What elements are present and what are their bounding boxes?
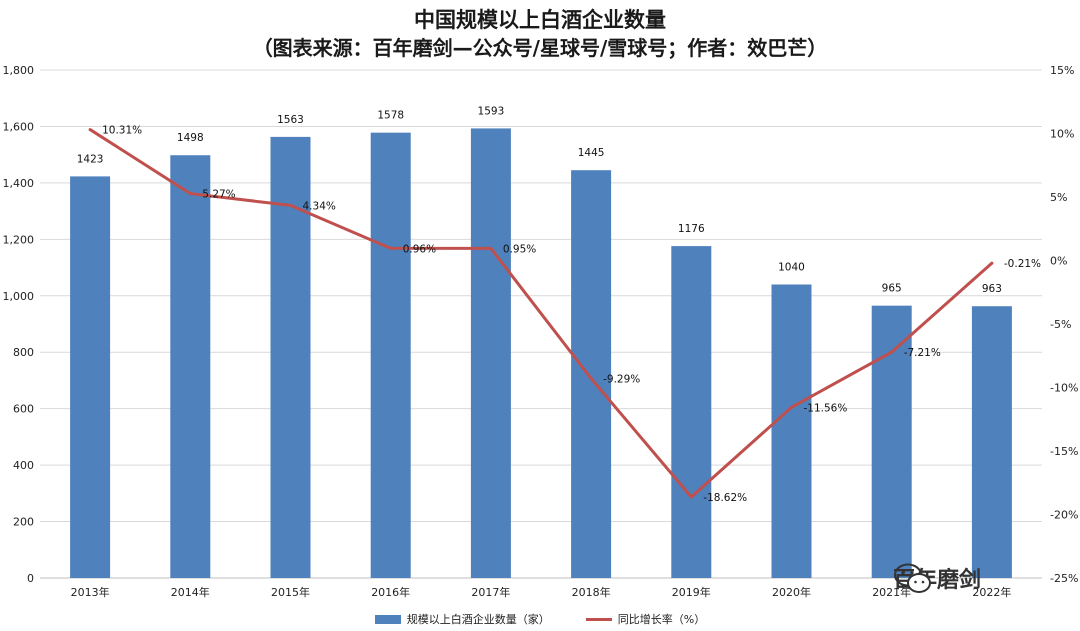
y-left-tick-label: 1,000: [3, 290, 35, 303]
x-tick-label: 2013年: [71, 585, 110, 599]
growth-point: [289, 203, 292, 207]
chart-title: 中国规模以上白酒企业数量: [414, 8, 666, 32]
growth-data-label: -11.56%: [804, 402, 848, 414]
x-tick-label: 2021年: [872, 585, 911, 599]
y-left-tick-label: 1,800: [3, 64, 35, 77]
y-left-tick-label: 1,400: [3, 177, 35, 190]
growth-line: [89, 128, 993, 499]
legend-item-bars: 规模以上白酒企业数量（家）: [374, 611, 550, 627]
growth-point: [689, 495, 693, 499]
y-right-tick-label: 15%: [1050, 64, 1074, 77]
wechat-icon: [894, 563, 931, 593]
x-tick-label: 2015年: [271, 585, 310, 599]
bar-data-label: 1445: [578, 147, 605, 159]
bar: [971, 306, 1012, 578]
growth-point: [188, 192, 192, 196]
x-tick-label: 2020年: [772, 585, 811, 599]
x-tick-label: 2022年: [972, 585, 1011, 599]
bar: [571, 170, 612, 578]
y-left-tick-label: 1,600: [3, 120, 35, 133]
bar-data-label: 1423: [77, 153, 104, 165]
x-tick-label: 2014年: [171, 585, 210, 599]
y-left-tick-label: 800: [13, 346, 34, 359]
y-left-tick-label: 200: [13, 516, 34, 529]
growth-data-label: -18.62%: [703, 492, 747, 504]
bar: [70, 176, 111, 579]
growth-data-label: 4.34%: [303, 200, 336, 212]
watermark: 百年磨剑: [893, 562, 981, 594]
legend-label-bars: 规模以上白酒企业数量（家）: [406, 613, 550, 626]
bar: [470, 128, 511, 579]
growth-data-label: 5.27%: [202, 189, 235, 201]
y-right-tick-label: 10%: [1050, 128, 1074, 141]
bar-data-label: 1176: [678, 223, 705, 235]
growth-point: [589, 376, 593, 380]
legend-item-line: 同比增长率（%）: [585, 611, 706, 627]
growth-point: [88, 128, 92, 132]
bar-data-label: 1563: [277, 114, 304, 126]
growth-data-label: 0.95%: [503, 243, 536, 255]
growth-data-label: 10.31%: [102, 125, 142, 137]
bar-data-label: 1593: [478, 105, 505, 117]
bar-data-label: 1040: [778, 261, 805, 273]
y-right-tick-label: -10%: [1050, 382, 1078, 395]
bar: [771, 284, 812, 578]
y-right-tick-label: 0%: [1050, 255, 1067, 268]
y-left-tick-label: 600: [13, 403, 34, 416]
y-left-tick-label: 0: [27, 572, 34, 585]
legend: 规模以上白酒企业数量（家） 同比增长率（%）: [0, 611, 1080, 627]
growth-point: [389, 246, 393, 250]
bar-data-label: 963: [982, 283, 1002, 295]
y-right-tick-label: -25%: [1050, 572, 1078, 585]
chart-subtitle: （图表来源：百年磨剑—公众号/星球号/雪球号；作者：效巴芒）: [252, 36, 828, 60]
x-tick-label: 2019年: [672, 585, 711, 599]
legend-label-line: 同比增长率（%）: [617, 613, 706, 626]
x-tick-label: 2017年: [471, 585, 510, 599]
growth-data-label: 0.96%: [403, 243, 436, 255]
x-tick-label: 2018年: [572, 585, 611, 599]
legend-swatch-bars: [374, 614, 401, 624]
legend-swatch-line: [585, 617, 612, 621]
y-left-tick-label: 400: [13, 459, 34, 472]
growth-data-label: -7.21%: [904, 347, 941, 359]
bar-data-label: 1498: [177, 132, 204, 144]
y-right-tick-label: -20%: [1050, 509, 1078, 522]
y-right-tick-label: 5%: [1050, 191, 1067, 204]
x-tick-label: 2016年: [371, 585, 410, 599]
y-left-tick-label: 1,200: [3, 233, 35, 246]
growth-point: [790, 405, 793, 409]
growth-data-label: -9.29%: [603, 373, 640, 385]
bar: [170, 155, 211, 578]
growth-point: [990, 261, 994, 265]
bar-data-label: 1578: [377, 110, 404, 122]
growth-point: [489, 246, 493, 250]
growth-data-label: -0.21%: [1004, 258, 1041, 270]
bar-data-label: 965: [882, 283, 902, 295]
growth-point: [890, 350, 894, 354]
y-right-tick-label: -5%: [1050, 318, 1071, 331]
y-right-tick-label: -15%: [1050, 445, 1078, 458]
bar: [370, 132, 411, 579]
bar: [671, 246, 712, 578]
